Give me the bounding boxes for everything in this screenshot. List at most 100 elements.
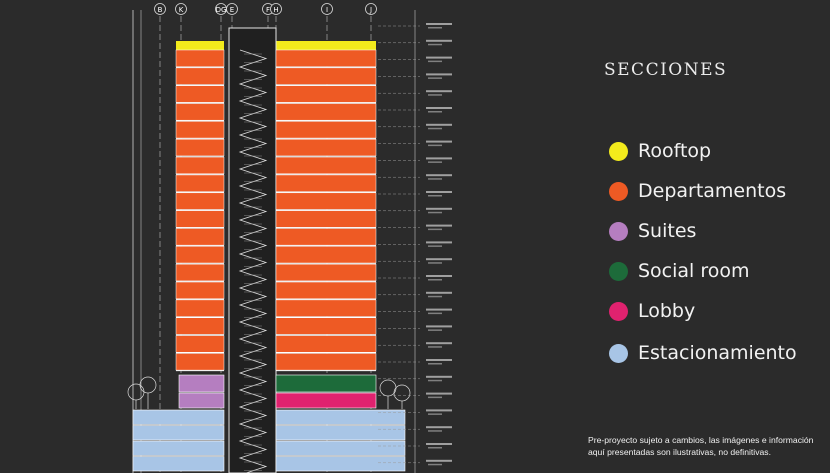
floor-left [175,228,225,246]
level-tag-sub [428,363,442,365]
legend-label-lobby: Lobby [638,300,696,322]
legend-item-rooftop: Rooftop [609,138,711,164]
level-tag [426,275,452,277]
floor-left [175,174,225,192]
axis-label: F [266,6,270,14]
floor-right [275,49,377,67]
purple-dot-icon [609,221,628,241]
level-tag-sub [428,329,442,331]
floor-left [175,121,225,139]
level-tag-sub [428,447,442,449]
axis-bubble [154,3,166,15]
floor-left [175,49,225,67]
disclaimer-note: Pre-proyecto sujeto a cambios, las imáge… [588,435,814,457]
axis-bubble [321,3,333,15]
floor-right [275,317,377,335]
parking-left [132,409,225,425]
legend-item-departamentos: Departamentos [609,178,786,204]
level-tag-sub [428,178,442,180]
level-tag [426,409,452,412]
level-tag [426,375,452,378]
level-tag [426,107,452,109]
floor-right [275,210,377,228]
rooftop-right [276,41,376,50]
legend-item-lobby: Lobby [609,298,695,324]
level-tag [426,258,452,261]
floor-left [175,281,225,299]
rooftop-left [176,41,224,50]
axis-bubble [365,3,377,15]
suites-upper [178,374,225,393]
legend-label-rooftop: Rooftop [638,140,712,162]
parking-right [275,409,406,425]
parking-right [275,440,406,456]
axis-label: J [369,6,372,14]
legend-label-estacionamiento: Estacionamiento [638,342,797,364]
level-annotations [378,23,452,466]
legend-label-suites: Suites [638,220,697,242]
lobby [275,392,377,409]
floor-right [275,281,377,299]
level-tag [426,123,452,126]
floor-right [275,174,377,192]
level-tag-sub [428,228,442,231]
pink-dot-icon [609,301,628,321]
legend-item-estacionamiento: Estacionamiento [609,340,797,366]
axis-bubble [226,3,238,15]
level-tag-sub [428,430,442,432]
floor-right [275,103,377,121]
floor-left [175,139,225,157]
level-tag [426,90,452,93]
level-tag-sub [428,195,442,197]
level-tag-sub [428,144,442,147]
level-tag [426,443,452,445]
floor-right [275,156,377,175]
axis-bubble [270,3,282,15]
level-tag-sub [428,413,442,415]
floor-right [275,263,377,282]
building-section [127,27,411,473]
legend-label-departamentos: Departamentos [638,180,787,202]
floor-right [275,246,377,264]
level-tag [426,224,452,227]
level-tag-sub [428,27,442,29]
floor-right [275,353,377,371]
level-tag [426,459,452,462]
axis-label: B [158,6,163,14]
floor-left [175,335,225,353]
level-tag [426,23,452,25]
level-tag [426,73,452,76]
level-tag [426,291,452,294]
floor-left [175,317,225,335]
level-tag-sub [428,396,442,399]
floor-left [175,192,225,210]
floor-left [175,67,225,85]
level-tag [426,308,452,311]
level-tag [426,157,452,160]
legend-item-social-room: Social room [609,258,750,284]
floor-right [275,67,377,85]
axis-bubble [175,3,187,15]
social-room [275,374,377,393]
floor-left [175,263,225,282]
level-tag-sub [428,43,442,46]
level-tag [426,325,452,328]
level-tag [426,241,452,244]
axis-label: DG [216,6,227,14]
level-tag-sub [428,211,442,214]
light-blue-dot-icon [609,343,628,363]
level-tag-sub [428,127,442,130]
level-tag-sub [428,295,442,298]
floor-right [275,335,377,353]
axis-label: H [273,6,278,14]
stair [238,49,268,473]
level-tag [426,359,452,361]
level-tag-sub [428,161,442,163]
floor-left [175,246,225,264]
level-tag-sub [428,245,442,247]
level-tag [426,140,452,143]
level-tag [426,191,452,193]
floor-left [175,156,225,175]
level-tag-sub [428,60,442,63]
